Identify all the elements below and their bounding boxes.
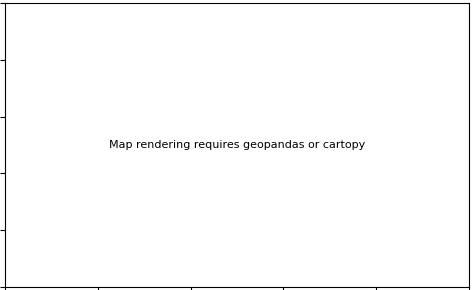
- Text: Map rendering requires geopandas or cartopy: Map rendering requires geopandas or cart…: [109, 140, 365, 150]
